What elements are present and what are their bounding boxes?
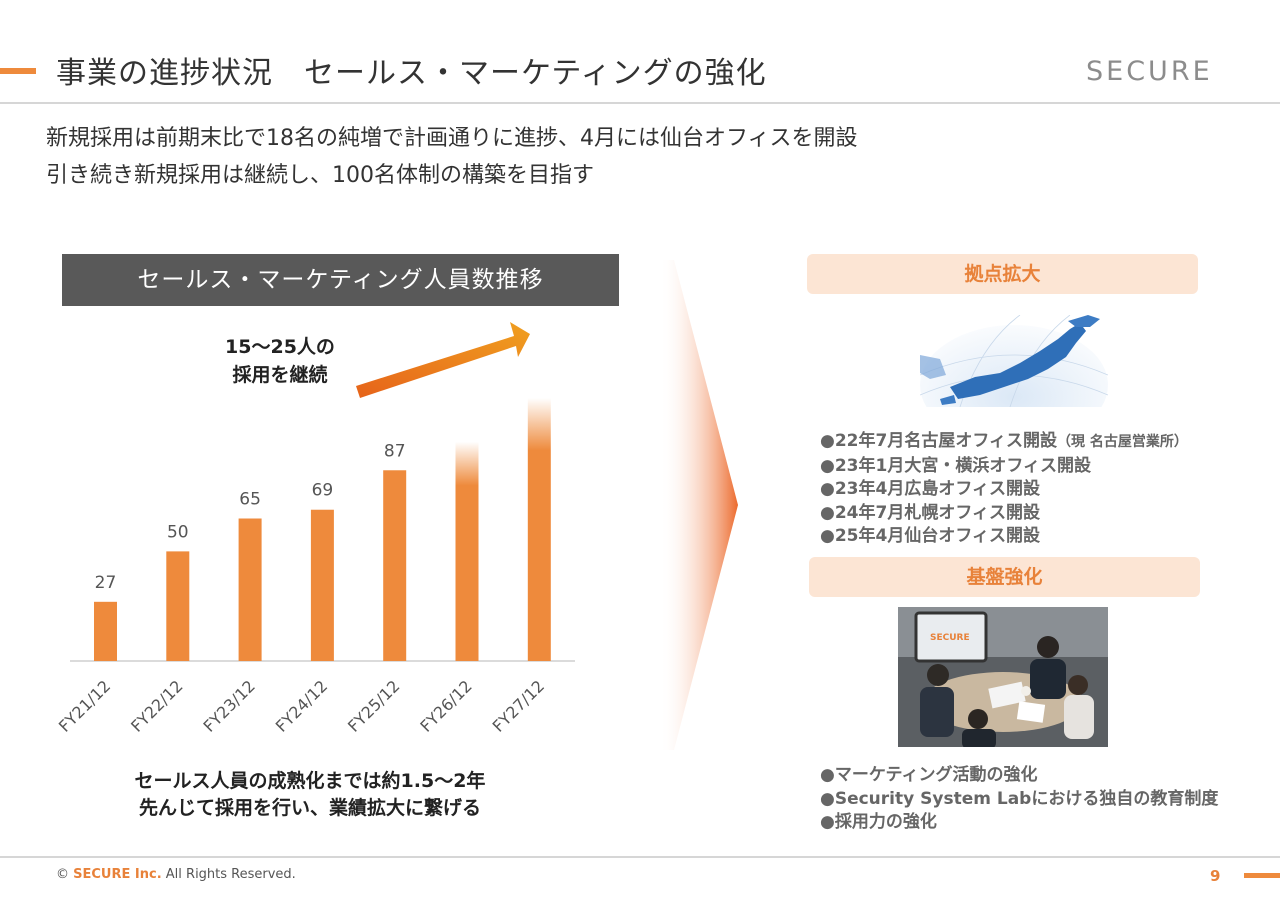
x-tick-label: FY21/12 xyxy=(55,676,114,735)
projected-bar xyxy=(455,441,479,661)
data-label: 50 xyxy=(167,522,189,542)
expansion-item: ●23年4月広島オフィス開設 xyxy=(820,479,1040,499)
x-tick-label: FY25/12 xyxy=(344,676,403,735)
chevron-right-icon xyxy=(660,260,738,750)
data-label: 27 xyxy=(95,573,117,593)
intro-line-2: 引き続き新規採用は継続し、100名体制の構築を目指す xyxy=(46,163,594,188)
footer-brand: SECURE Inc. xyxy=(73,867,162,882)
section-header-foundation: 基盤強化 xyxy=(809,557,1200,597)
foundation-item: ●Security System Labにおける独自の教育制度 xyxy=(820,788,1219,809)
chart-title: セールス・マーケティング人員数推移 xyxy=(62,254,619,306)
footer-accent-bar xyxy=(1244,873,1280,878)
bar xyxy=(166,551,190,661)
footer-rights: All Rights Reserved. xyxy=(165,867,296,882)
intro-line-1: 新規採用は前期末比で18名の純増で計画通りに進捗、4月には仙台オフィスを開設 xyxy=(46,126,858,151)
bar xyxy=(94,601,117,661)
data-label: 69 xyxy=(312,481,334,501)
footer-copyright: © SECURE Inc. All Rights Reserved. xyxy=(56,867,296,882)
callout-line-2: 採用を継続 xyxy=(232,364,328,386)
expansion-list: ●22年7月名古屋オフィス開設（現 名古屋営業所） ●23年1月大宮・横浜オフィ… xyxy=(820,430,1188,549)
bar xyxy=(310,509,334,661)
title-accent-bar xyxy=(0,68,36,74)
footer-divider xyxy=(0,856,1280,858)
headcount-bar-chart: 27 FY21/12 50 FY22/12 65 FY23/12 69 FY24/12 87 FY… xyxy=(55,322,575,736)
section-header-expansion: 拠点拡大 xyxy=(807,254,1198,294)
chart-note-line-1: セールス人員の成熟化までは約1.5～2年 xyxy=(134,770,486,792)
page-title: 事業の進捗状況 セールス・マーケティングの強化 xyxy=(56,56,767,91)
expansion-item: ●25年4月仙台オフィス開設 xyxy=(820,526,1040,546)
expansion-item: ●24年7月札幌オフィス開設 xyxy=(820,502,1040,523)
bar xyxy=(383,470,407,661)
x-tick-label: FY24/12 xyxy=(272,676,331,735)
team-meeting-photo: SECURE xyxy=(898,607,1108,747)
projected-bar xyxy=(527,397,551,661)
foundation-item: ●マーケティング活動の強化 xyxy=(820,765,1038,785)
header-divider xyxy=(0,102,1280,104)
japan-map-image xyxy=(920,315,1108,407)
bar xyxy=(238,518,262,661)
copyright-symbol: © xyxy=(56,867,69,882)
page-number: 9 xyxy=(1210,867,1221,885)
x-tick-label: FY27/12 xyxy=(489,676,548,735)
callout-line-1: 15～25人の xyxy=(225,336,335,358)
foundation-list: ●マーケティング活動の強化 ●Security System Labにおける独自… xyxy=(820,764,1218,835)
data-label: 65 xyxy=(239,490,261,510)
x-tick-label: FY22/12 xyxy=(127,676,186,735)
growth-arrow-icon xyxy=(356,322,530,398)
data-label: 87 xyxy=(384,441,406,461)
expansion-item: ●22年7月名古屋オフィス開設（現 名古屋営業所） xyxy=(820,431,1188,451)
foundation-item: ●採用力の強化 xyxy=(820,812,937,832)
secure-logo: SECURE xyxy=(1086,56,1213,87)
chart-note: セールス人員の成熟化までは約1.5～2年 先んじて採用を行い、業績拡大に繋げる xyxy=(60,768,560,822)
x-tick-label: FY26/12 xyxy=(416,676,475,735)
x-tick-label: FY23/12 xyxy=(199,676,258,735)
hiring-callout: 15～25人の 採用を継続 xyxy=(200,333,360,389)
expansion-item: ●23年1月大宮・横浜オフィス開設 xyxy=(820,455,1091,476)
chart-note-line-2: 先んじて採用を行い、業績拡大に繋げる xyxy=(138,797,481,819)
svg-text:SECURE: SECURE xyxy=(930,633,970,643)
